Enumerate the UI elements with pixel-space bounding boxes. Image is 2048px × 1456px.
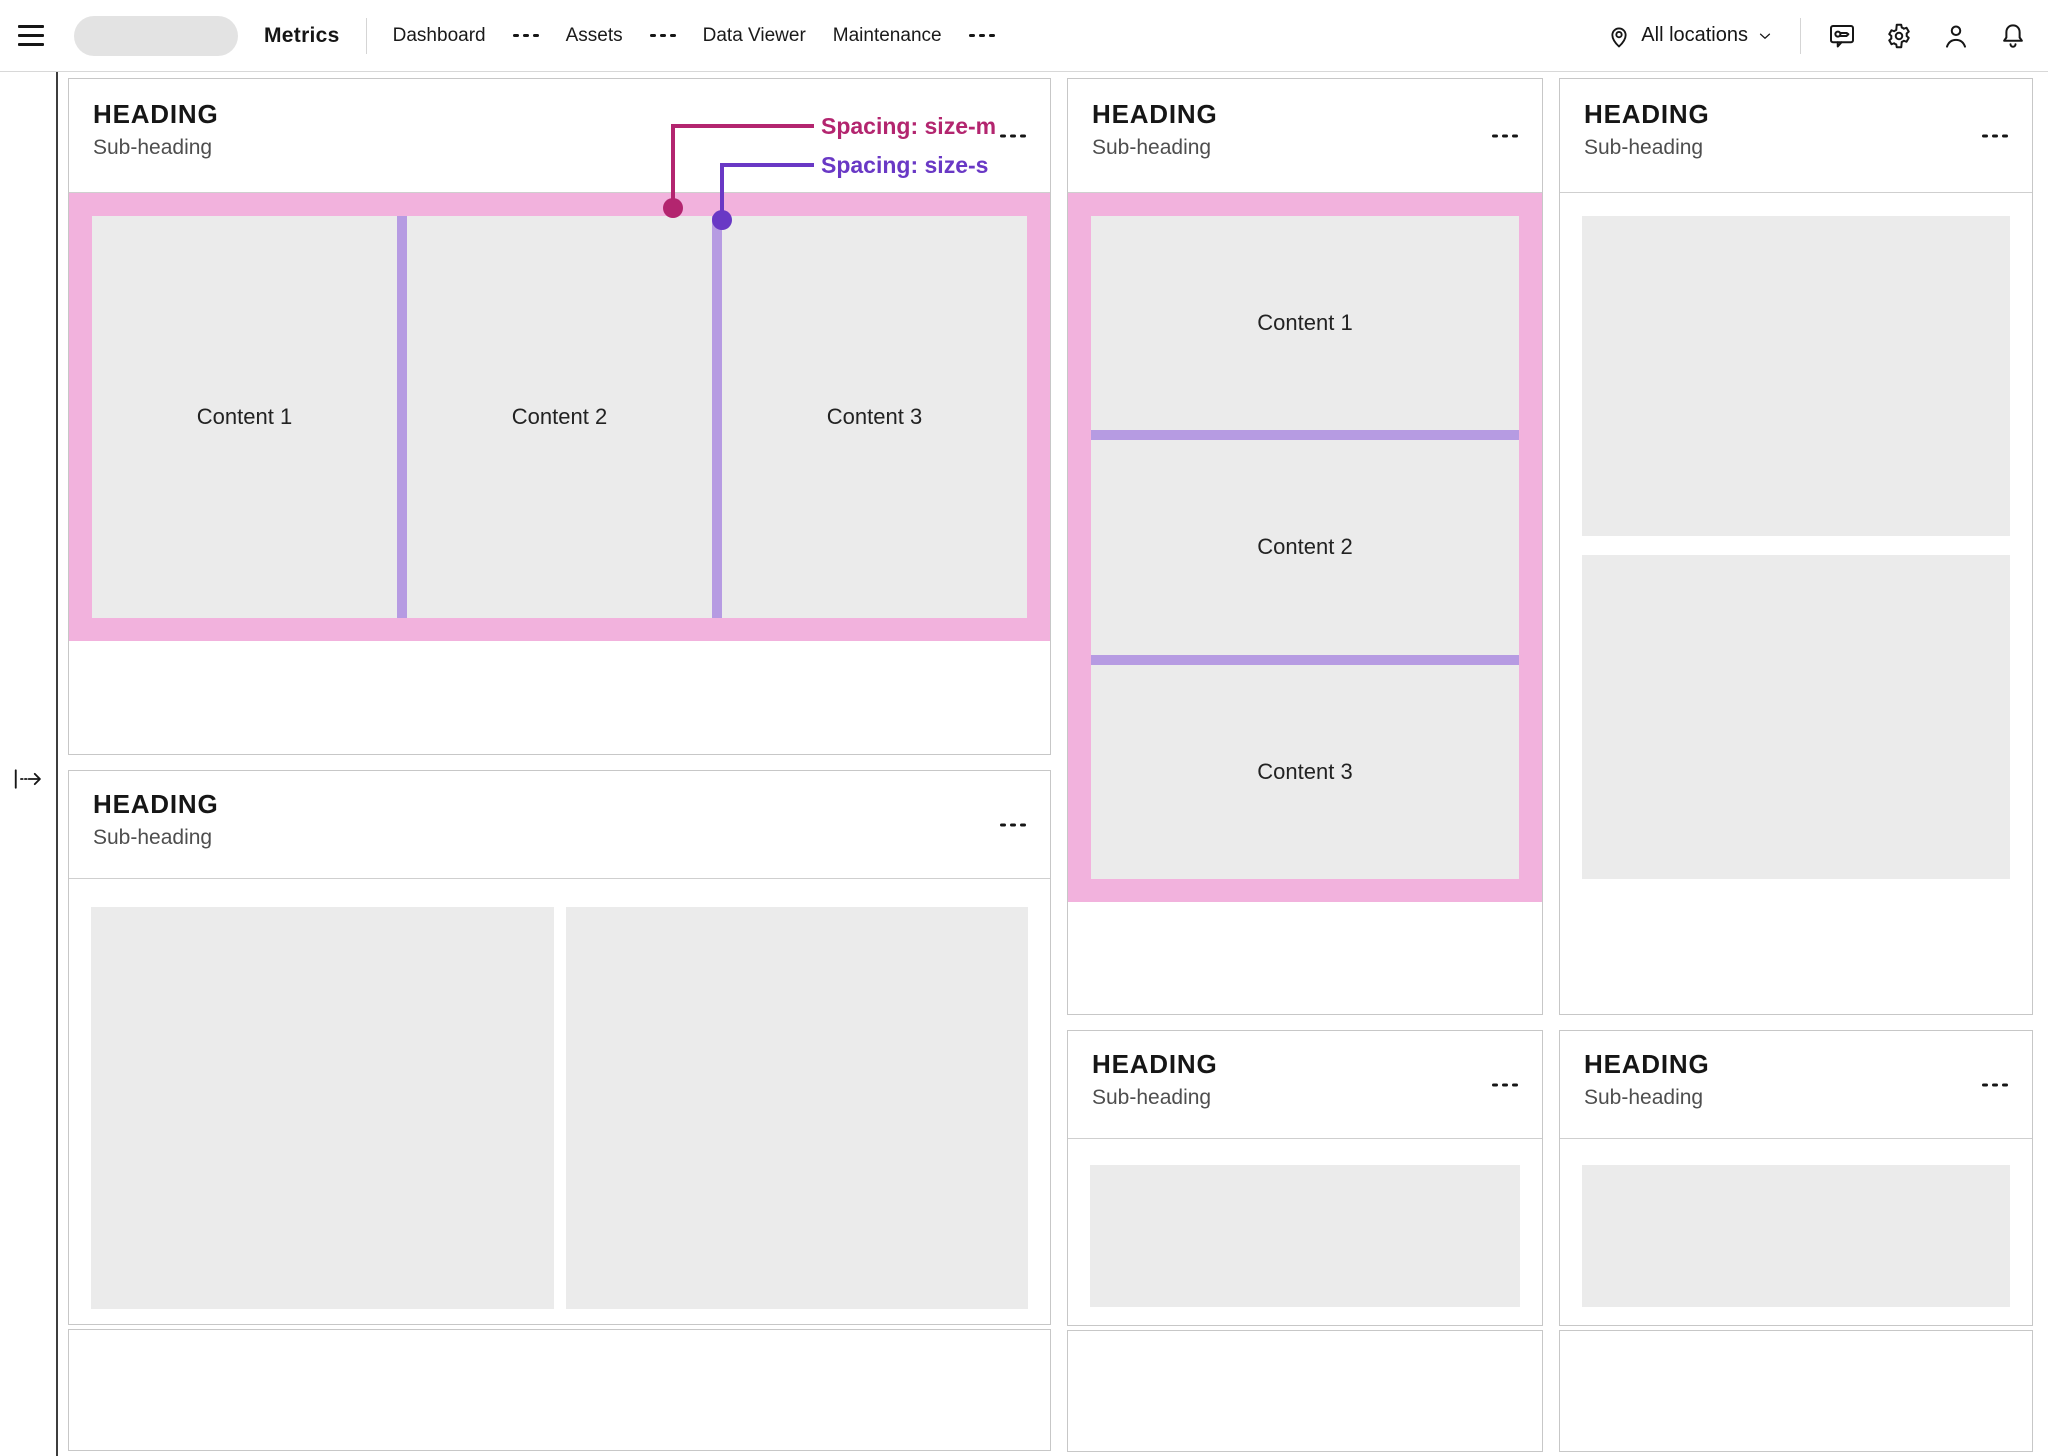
nav-item-maintenance[interactable]: Maintenance (832, 24, 942, 46)
chevron-down-icon[interactable] (1756, 27, 1774, 45)
main-nav: Dashboard Assets Data Viewer Maintenance (393, 25, 995, 47)
content-placeholder: Content 3 (1091, 664, 1519, 879)
topbar-divider (365, 17, 367, 54)
content-placeholder: Content 2 (1091, 440, 1519, 655)
card-header: HEADING Sub-heading (1068, 79, 1542, 193)
content-placeholder: Content 3 (722, 216, 1027, 618)
size-m-callout-dot (663, 198, 683, 218)
app-title: Metrics (264, 23, 340, 47)
card-body (1068, 1139, 1542, 1307)
card-body (1560, 1139, 2032, 1307)
widget-card-bottom-middle: HEADING Sub-heading (1067, 1030, 1543, 1326)
card-menu-icon[interactable] (1982, 134, 2008, 137)
card-body (1560, 193, 2032, 879)
grid-column-right: HEADING Sub-heading HEADING Sub-heading (1559, 78, 2033, 1452)
size-m-annotation-label: Spacing: size-m (821, 113, 997, 139)
card-menu-icon[interactable] (1000, 134, 1026, 137)
grid-column-middle: HEADING Sub-heading Content 1 Content 2 … (1067, 78, 1543, 1452)
content-placeholder (1582, 555, 2010, 879)
notifications-icon[interactable] (1998, 21, 2028, 51)
brand-logo-placeholder (74, 15, 238, 56)
grid-column-left: HEADING Sub-heading Content 1 Content 2 … (68, 78, 1051, 1451)
card-heading: HEADING (1584, 1049, 1710, 1079)
user-icon[interactable] (1941, 21, 1971, 51)
content-placeholder (1582, 216, 2010, 536)
widget-card-top-left: HEADING Sub-heading Content 1 Content 2 … (68, 78, 1051, 755)
empty-card (1559, 1330, 2033, 1452)
spacing-highlight-area: Content 1 Content 2 Content 3 (1068, 193, 1542, 902)
settings-icon[interactable] (1884, 21, 1914, 51)
expand-panel-icon[interactable] (11, 102, 45, 1456)
topbar-divider (1800, 17, 1801, 54)
nav-overflow-icon[interactable] (649, 34, 676, 37)
content-placeholder: Content 1 (1091, 216, 1519, 431)
card-subheading: Sub-heading (93, 136, 213, 159)
app-frame: HEADING Sub-heading Content 1 Content 2 … (0, 72, 2048, 1456)
card-menu-icon[interactable] (1000, 823, 1026, 826)
spacing-highlight-area: Content 1 Content 2 Content 3 (69, 193, 1050, 641)
content-placeholder (91, 907, 554, 1309)
nav-overflow-icon[interactable] (512, 34, 539, 37)
spacing-gap-bar (1091, 654, 1519, 665)
card-header: HEADING Sub-heading (1068, 1031, 1542, 1139)
card-menu-icon[interactable] (1982, 1083, 2008, 1086)
card-heading: HEADING (1092, 1049, 1218, 1079)
dashboard-grid: HEADING Sub-heading Content 1 Content 2 … (58, 72, 2048, 1456)
content-placeholder (1582, 1165, 2010, 1307)
card-header: HEADING Sub-heading (69, 79, 1050, 193)
card-menu-icon[interactable] (1492, 134, 1518, 137)
size-m-callout-line (671, 124, 814, 128)
card-subheading: Sub-heading (1092, 1086, 1212, 1109)
card-header: HEADING Sub-heading (1560, 79, 2032, 193)
topbar-icon-group (1827, 21, 2028, 51)
location-pin-icon (1605, 22, 1633, 50)
card-heading: HEADING (93, 789, 219, 819)
size-s-callout-line (720, 163, 814, 167)
empty-card (68, 1329, 1051, 1451)
card-subheading: Sub-heading (1584, 1086, 1704, 1109)
feedback-icon[interactable] (1827, 21, 1857, 51)
size-s-callout-line (720, 163, 724, 214)
spacing-gap-bar (1091, 430, 1519, 441)
nav-item-assets[interactable]: Assets (565, 24, 623, 46)
card-header: HEADING Sub-heading (1560, 1031, 2032, 1139)
content-placeholder: Content 1 (92, 216, 397, 618)
spacing-gap-bar (712, 216, 722, 618)
size-m-callout-line (671, 124, 675, 202)
card-subheading: Sub-heading (1092, 136, 1212, 159)
nav-item-data-viewer[interactable]: Data Viewer (702, 24, 806, 46)
card-header: HEADING Sub-heading (69, 771, 1050, 879)
card-heading: HEADING (1584, 99, 1710, 129)
content-placeholder (565, 907, 1028, 1309)
empty-card (1067, 1330, 1543, 1452)
spacing-gap-bar (397, 216, 407, 618)
widget-card-bottom-right: HEADING Sub-heading (1559, 1030, 2033, 1326)
card-heading: HEADING (93, 99, 219, 129)
card-subheading: Sub-heading (1584, 136, 1704, 159)
widget-card-top-middle: HEADING Sub-heading Content 1 Content 2 … (1067, 78, 1543, 1015)
content-placeholder: Content 2 (407, 216, 712, 618)
topbar: Metrics Dashboard Assets Data Viewer Mai… (0, 0, 2048, 72)
card-menu-icon[interactable] (1492, 1083, 1518, 1086)
nav-overflow-icon[interactable] (968, 34, 995, 37)
widget-card-top-right: HEADING Sub-heading (1559, 78, 2033, 1015)
card-heading: HEADING (1092, 99, 1218, 129)
nav-item-dashboard[interactable]: Dashboard (392, 24, 486, 46)
content-placeholder (1090, 1165, 1520, 1307)
card-body (69, 879, 1050, 1309)
hamburger-menu-icon[interactable] (18, 25, 44, 46)
widget-card-bottom-left: HEADING Sub-heading (68, 770, 1051, 1325)
card-subheading: Sub-heading (93, 826, 213, 849)
size-s-annotation-label: Spacing: size-s (821, 152, 989, 178)
left-rail (0, 72, 58, 1456)
topbar-right: All locations (1605, 17, 2028, 54)
size-s-callout-dot (712, 210, 732, 230)
location-selector-label[interactable]: All locations (1641, 24, 1748, 46)
